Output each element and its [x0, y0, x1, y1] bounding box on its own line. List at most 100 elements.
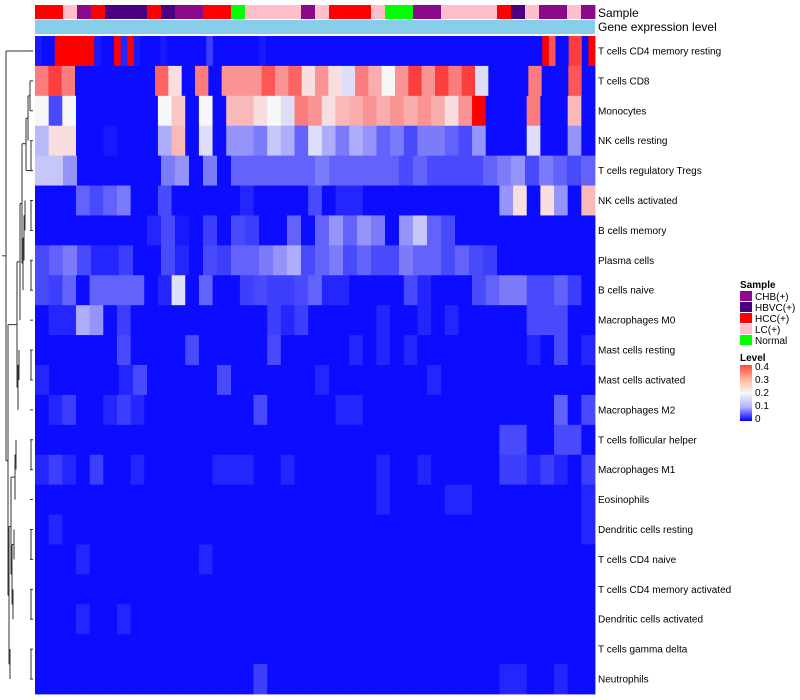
heatmap-cell — [175, 245, 190, 276]
heatmap-cell — [431, 185, 446, 216]
heatmap-cell — [273, 245, 288, 276]
heatmap-cell — [513, 574, 528, 605]
heatmap-cell — [567, 664, 582, 695]
heatmap-cell — [555, 65, 569, 97]
row-label: T cells CD4 memory activated — [598, 585, 731, 596]
heatmap-cell — [567, 634, 582, 665]
heatmap-cell — [417, 394, 432, 426]
heatmap-cell — [376, 335, 391, 366]
heatmap-cell — [349, 394, 364, 426]
heatmap-cell — [497, 245, 512, 276]
heatmap-cell — [185, 484, 200, 515]
heatmap-cell — [554, 185, 569, 216]
heatmap-cell — [157, 305, 172, 336]
sample-annotation-cell — [455, 5, 470, 19]
heatmap-cell — [431, 634, 446, 665]
heatmap-cell — [161, 245, 176, 276]
sample-annotation-cell — [287, 5, 302, 19]
heatmap-cell — [441, 365, 456, 396]
heatmap-cell — [499, 335, 514, 366]
heatmap-cell — [540, 544, 555, 575]
heatmap-cell — [226, 424, 241, 456]
heatmap-cell — [431, 95, 446, 127]
heatmap-cell — [476, 36, 484, 67]
heatmap-cell — [483, 155, 498, 186]
heatmap-cell — [245, 215, 260, 246]
heatmap-cell — [390, 305, 405, 336]
heatmap-cell — [89, 275, 104, 306]
heatmap-cell — [259, 36, 266, 67]
heatmap-cell — [362, 424, 377, 456]
heatmap-cell — [581, 514, 596, 545]
heatmap-cell — [427, 215, 442, 246]
heatmap-cell — [273, 365, 288, 396]
sample-annotation-cell — [525, 5, 540, 19]
heatmap-cell — [581, 484, 596, 515]
heatmap-cell — [294, 574, 309, 605]
heatmap-cell — [390, 514, 405, 545]
heatmap-cell — [275, 65, 289, 97]
heatmap-cell — [212, 424, 227, 456]
heatmap-cell — [171, 335, 186, 366]
heatmap-cell — [193, 36, 201, 67]
heatmap-cell — [75, 574, 91, 605]
heatmap-cell — [62, 125, 77, 157]
heatmap-cell — [581, 335, 596, 366]
heatmap-cell — [35, 155, 50, 186]
heatmap-cell — [455, 245, 470, 276]
heatmap-cell — [390, 604, 405, 635]
heatmap-cell — [239, 125, 254, 157]
heatmap-cell — [294, 275, 309, 306]
heatmap-cell — [390, 454, 405, 486]
heatmap-cell — [130, 484, 145, 515]
heatmap-cell — [130, 544, 145, 575]
heatmap-cell — [499, 125, 514, 157]
heatmap-cell — [335, 275, 350, 306]
heatmap-cell — [567, 95, 582, 127]
heatmap-cell — [171, 514, 186, 545]
heatmap-cell — [444, 394, 459, 426]
heatmap-cell — [75, 125, 91, 157]
heatmap-cell — [417, 514, 432, 545]
heatmap-cell — [499, 544, 514, 575]
heatmap-cell — [441, 155, 456, 186]
heatmap-cell — [581, 574, 596, 605]
heatmap-cell — [185, 394, 200, 426]
heatmap-cell — [568, 65, 583, 97]
sample-annotation-cell — [217, 5, 232, 19]
heatmap-cell — [362, 125, 377, 157]
heatmap-cell — [212, 185, 227, 216]
heatmap-cell — [511, 215, 526, 246]
heatmap-cell — [231, 365, 246, 396]
heatmap-cell — [35, 65, 49, 97]
heatmap-cell — [540, 185, 555, 216]
heatmap-cell — [173, 36, 181, 67]
heatmap-cell — [581, 365, 596, 396]
heatmap-cell — [390, 36, 398, 67]
heatmap-cell — [75, 185, 91, 216]
heatmap-cell — [226, 544, 241, 575]
heatmap-cell — [403, 185, 418, 216]
heatmap-cell — [185, 634, 200, 665]
sample-annotation-cell — [357, 5, 372, 19]
heatmap-cell — [35, 514, 50, 545]
heatmap-cell — [35, 245, 50, 276]
heatmap-cell — [362, 664, 377, 695]
heatmap-cell — [226, 574, 241, 605]
heatmap-cell — [427, 245, 442, 276]
heatmap-cell — [397, 36, 405, 67]
heatmap-cell — [458, 424, 473, 456]
sample-annotation-cell — [77, 5, 92, 19]
heatmap-cell — [455, 365, 470, 396]
heatmap-cell — [185, 335, 200, 366]
heatmap-cell — [444, 185, 459, 216]
heatmap-cell — [444, 454, 459, 486]
heatmap-cell — [403, 275, 418, 306]
heatmap-cell — [232, 36, 240, 67]
heatmap-cell — [308, 125, 323, 157]
heatmap-cell — [144, 424, 159, 456]
heatmap-cell — [329, 365, 344, 396]
heatmap-cell — [253, 634, 268, 665]
heatmap-cells — [35, 36, 596, 695]
heatmap-cell — [185, 125, 200, 157]
